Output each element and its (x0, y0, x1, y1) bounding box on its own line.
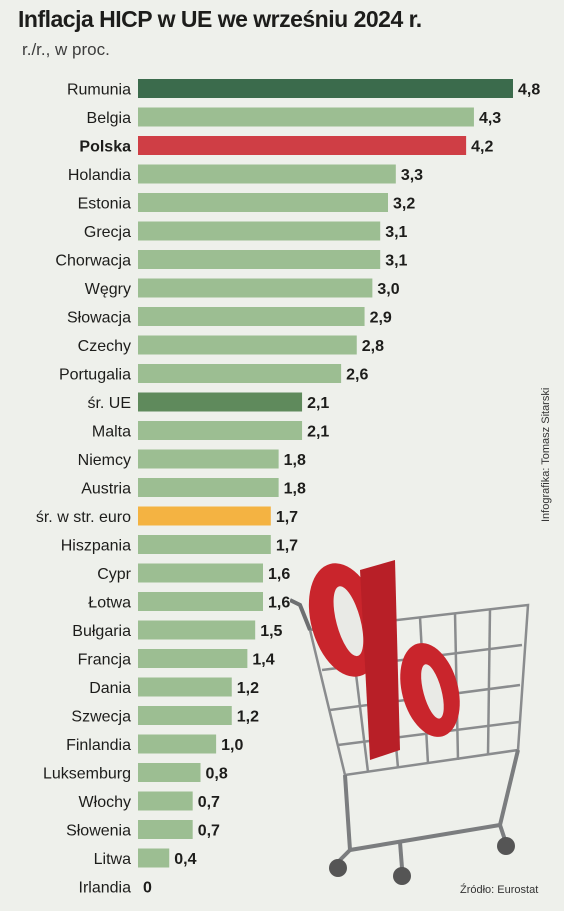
category-label: Rumunia (67, 82, 131, 99)
category-label: Łotwa (88, 595, 131, 612)
value-label: 1,7 (276, 538, 298, 555)
chart-subtitle: r./r., w proc. (22, 40, 110, 59)
bar (138, 335, 357, 355)
source-note: Źródło: Eurostat (460, 884, 539, 896)
chart-title: Inflacja HICP w UE we wrześniu 2024 r. (18, 6, 422, 32)
category-label: Hiszpania (61, 538, 131, 555)
category-label: Litwa (94, 851, 131, 868)
category-label: Niemcy (78, 452, 131, 469)
value-label: 1,8 (284, 452, 306, 469)
bar (138, 506, 271, 526)
value-label: 0,8 (206, 766, 228, 783)
bar (138, 734, 217, 754)
category-label: śr. w str. euro (36, 509, 131, 526)
value-label: 1,7 (276, 509, 298, 526)
category-label: Chorwacja (55, 253, 131, 270)
bar (138, 620, 256, 640)
category-label: Estonia (78, 196, 131, 213)
bar (138, 221, 381, 241)
value-label: 2,1 (307, 424, 329, 441)
value-label: 1,2 (237, 709, 259, 726)
value-label: 0,7 (198, 823, 220, 840)
bar (138, 478, 279, 497)
category-label: Szwecja (71, 709, 131, 726)
value-label: 4,2 (471, 139, 493, 156)
category-label: Grecja (84, 224, 131, 241)
value-label: 0,4 (174, 851, 196, 868)
category-label: Słowenia (66, 823, 131, 840)
category-label: Holandia (68, 167, 131, 184)
value-label: 3,1 (385, 253, 407, 270)
value-label: 1,4 (252, 652, 274, 669)
value-label: 1,6 (268, 566, 290, 583)
category-label: Irlandia (79, 880, 132, 897)
category-label: Słowacja (67, 310, 131, 327)
bar (138, 535, 271, 554)
value-label: 3,1 (385, 224, 407, 241)
category-label: Węgry (85, 281, 131, 298)
bar (138, 164, 396, 184)
shopping-cart-with-percent-icon (290, 560, 530, 885)
category-label: Francja (78, 652, 131, 669)
bar (138, 107, 474, 127)
bar (138, 791, 193, 811)
bar (138, 706, 232, 725)
category-label: Bułgaria (72, 623, 131, 640)
value-label: 4,8 (518, 82, 540, 99)
category-label: Czechy (78, 338, 131, 355)
value-label: 1,8 (284, 481, 306, 498)
value-label: 1,5 (260, 623, 282, 640)
category-label: Polska (79, 139, 131, 156)
bar (138, 193, 388, 212)
category-label: Włochy (79, 794, 131, 811)
category-label: Belgia (87, 110, 132, 127)
value-label: 3,0 (377, 281, 399, 298)
category-label: Portugalia (59, 367, 131, 384)
bar (138, 848, 170, 868)
bar (138, 392, 303, 412)
category-label: Luksemburg (43, 766, 131, 783)
bar (138, 364, 342, 383)
bar (138, 421, 303, 440)
category-label: Finlandia (66, 737, 131, 754)
value-label: 3,2 (393, 196, 415, 213)
value-label: 4,3 (479, 110, 501, 127)
value-label: 2,1 (307, 395, 329, 412)
category-label: Austria (81, 481, 131, 498)
bar (138, 307, 365, 326)
value-label: 3,3 (401, 167, 423, 184)
category-label: Malta (92, 424, 131, 441)
value-label: 2,9 (370, 310, 392, 327)
value-label: 2,6 (346, 367, 368, 384)
value-label: 1,6 (268, 595, 290, 612)
category-label: Cypr (97, 566, 131, 583)
bar (138, 250, 381, 269)
bar (138, 278, 373, 298)
bar (138, 79, 513, 98)
value-label: 1,2 (237, 680, 259, 697)
bar (138, 649, 248, 668)
bar (138, 136, 467, 155)
bar (138, 677, 232, 697)
bar (138, 449, 279, 469)
value-label: 2,8 (362, 338, 384, 355)
bar (138, 820, 193, 839)
value-label: 0 (143, 880, 152, 897)
category-label: Dania (89, 680, 131, 697)
bar (138, 563, 263, 583)
category-label: śr. UE (87, 395, 131, 412)
value-label: 1,0 (221, 737, 243, 754)
value-label: 0,7 (198, 794, 220, 811)
bar (138, 592, 263, 611)
bar (138, 763, 201, 782)
infographic-credit: Infografika: Tomasz Sitarski (540, 387, 552, 522)
